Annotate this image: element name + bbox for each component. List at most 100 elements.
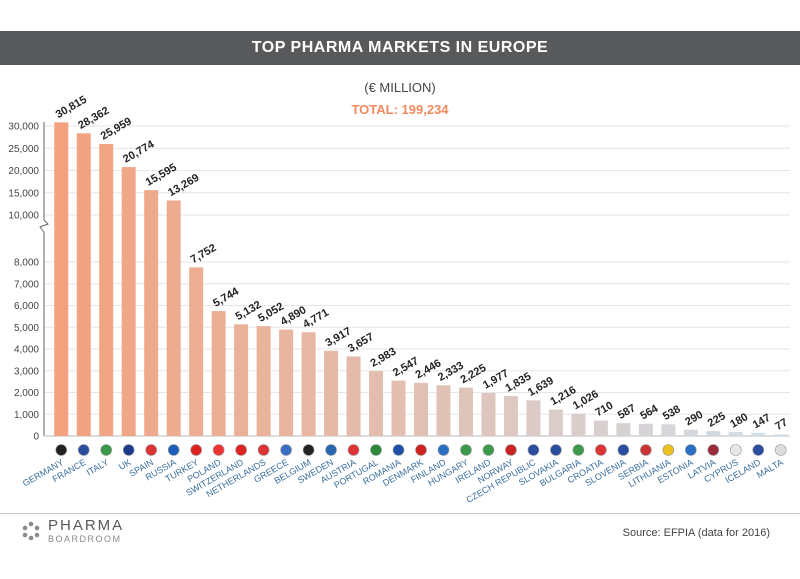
logo-main-text: PHARMA [48, 517, 125, 534]
latvia-flag-icon [707, 444, 720, 456]
bar [458, 387, 473, 436]
belgium-flag-icon [302, 444, 315, 456]
bar [481, 393, 496, 436]
germany-flag-icon [55, 444, 68, 456]
spain-flag-icon [145, 444, 157, 456]
y-tick-label: 30,000 [8, 122, 39, 133]
bar [301, 332, 316, 436]
y-tick-label: 3,000 [14, 366, 39, 377]
bar [211, 311, 226, 436]
bar [324, 350, 339, 436]
cyprus-flag-icon [729, 444, 742, 456]
bar [54, 122, 69, 436]
bar [706, 431, 721, 436]
category-label: MALTA [755, 457, 785, 480]
malta-flag-icon [774, 444, 787, 456]
y-tick-label: 8,000 [14, 258, 39, 269]
source-note: Source: EFPIA (data for 2016) [622, 527, 770, 539]
turkey-flag-icon [190, 444, 202, 456]
bar [548, 409, 563, 436]
bulgaria-flag-icon [572, 444, 585, 456]
austria-flag-icon [347, 444, 360, 456]
italy-flag-icon [100, 444, 113, 456]
value-label: 25,959 [99, 115, 134, 142]
bar [571, 413, 586, 436]
chart-subtitle: (€ MILLION) [364, 80, 436, 95]
serbia-flag-icon [640, 444, 652, 456]
bar [593, 420, 608, 436]
value-label: 290 [683, 409, 705, 429]
bar [503, 396, 518, 436]
greece-flag-icon [280, 444, 292, 456]
value-label: 564 [638, 402, 661, 422]
value-label: 77 [773, 416, 790, 433]
bar [189, 267, 204, 436]
value-label: 147 [751, 412, 773, 432]
bar [436, 385, 451, 436]
bar [234, 324, 249, 436]
france-flag-icon [77, 444, 90, 456]
y-tick-label: 20,000 [8, 166, 39, 177]
logo-sub-text: BOARDROOM [48, 534, 122, 544]
iceland-flag-icon [752, 444, 765, 456]
value-label: 20,774 [121, 138, 157, 166]
czech-republic-flag-icon [527, 444, 540, 456]
category-label: ITALY [85, 457, 111, 478]
romania-flag-icon [392, 444, 405, 456]
bar [616, 423, 631, 436]
hungary-flag-icon [460, 444, 472, 456]
value-label: 587 [616, 402, 638, 422]
finland-flag-icon [437, 444, 450, 456]
bar [76, 133, 91, 436]
bar [99, 143, 114, 436]
bar [256, 326, 271, 436]
y-tick-label: 4,000 [14, 345, 39, 356]
switzerland-flag-icon [235, 444, 247, 456]
y-tick-label: 6,000 [14, 301, 39, 312]
bar [121, 167, 136, 436]
chart-title: TOP PHARMA MARKETS IN EUROPE [0, 31, 800, 65]
russia-flag-icon [167, 444, 180, 456]
uk-flag-icon [122, 444, 135, 456]
portugal-flag-icon [370, 444, 382, 456]
y-tick-label: 1,000 [14, 410, 39, 421]
bar [728, 432, 743, 436]
bar [661, 424, 676, 436]
footer-divider [0, 513, 800, 514]
bar [683, 429, 698, 436]
netherlands-flag-icon [257, 444, 270, 456]
logo-mark-icon [22, 521, 40, 541]
bar [369, 371, 384, 436]
slovakia-flag-icon [550, 444, 562, 456]
bar [526, 400, 541, 436]
denmark-flag-icon [415, 444, 427, 456]
chart-total: TOTAL: 199,234 [351, 102, 449, 117]
y-tick-label: 10,000 [8, 211, 39, 222]
bar [346, 356, 361, 436]
bar [414, 382, 428, 436]
slovenia-flag-icon [617, 444, 630, 456]
y-tick-label: 7,000 [14, 279, 39, 290]
y-tick-label: 0 [33, 432, 39, 443]
bar [166, 200, 181, 436]
bar [751, 432, 766, 436]
croatia-flag-icon [595, 444, 607, 456]
estonia-flag-icon [685, 444, 697, 456]
lithuania-flag-icon [662, 444, 675, 456]
sweden-flag-icon [325, 444, 337, 456]
value-label: 225 [706, 410, 728, 430]
value-label: 710 [593, 400, 615, 420]
bar [279, 329, 294, 436]
ireland-flag-icon [482, 444, 495, 456]
value-label: 538 [661, 403, 683, 423]
y-tick-label: 2,000 [14, 388, 39, 399]
bar [144, 190, 159, 436]
y-tick-label: 25,000 [8, 144, 39, 155]
y-tick-label: 15,000 [8, 188, 39, 199]
poland-flag-icon [212, 444, 225, 456]
bar [391, 380, 406, 436]
bar [638, 423, 653, 436]
y-tick-label: 5,000 [14, 323, 39, 334]
pharma-boardroom-logo: PHARMA BOARDROOM [20, 518, 124, 544]
